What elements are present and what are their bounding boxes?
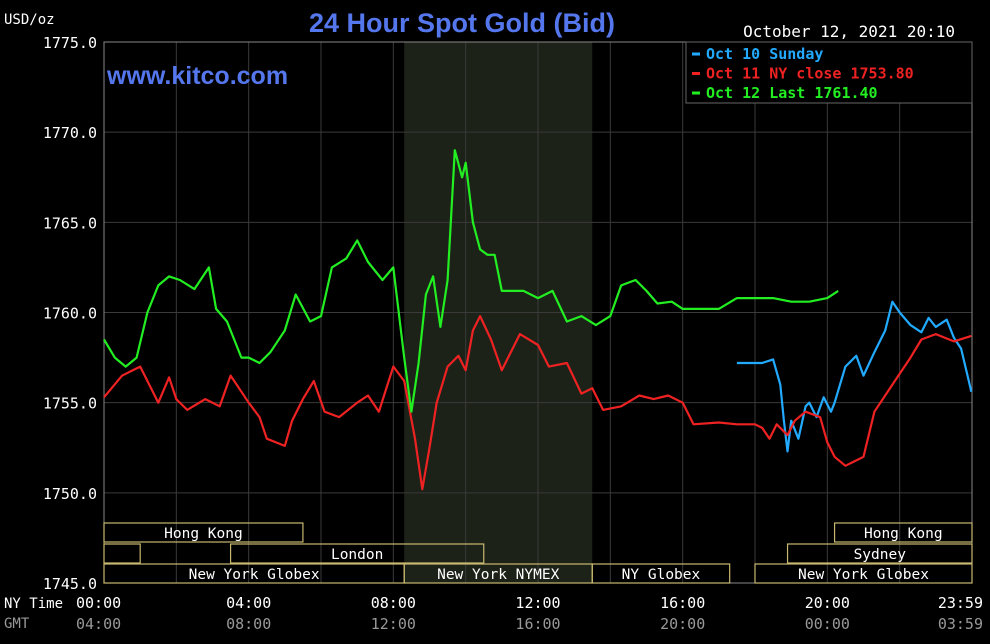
- session-box: [754, 563, 973, 584]
- session-label: New York Globex: [798, 567, 929, 583]
- series-lines: [103, 149, 973, 491]
- y-axis-ticks: 1775.0 1770.0 1765.0 1760.0 1755.0 1750.0 1745…: [43, 34, 97, 593]
- session-box: [103, 522, 304, 543]
- y-tick-label: 1755.0: [43, 395, 97, 413]
- gmt-tick: 20:00: [660, 615, 705, 633]
- session-label: Hong Kong: [164, 526, 243, 542]
- market-sessions: Hong Kong Hong Kong London Sydney New York G…: [103, 522, 973, 584]
- session-label: London: [331, 547, 383, 563]
- units-label: USD/oz: [4, 12, 55, 28]
- gmt-tick: 08:00: [226, 615, 271, 633]
- ny-time-tick: 23:59: [938, 594, 983, 612]
- y-tick-label: 1775.0: [43, 34, 97, 52]
- session-box: [591, 563, 731, 584]
- session-box: [229, 543, 485, 564]
- gmt-label: GMT: [4, 616, 30, 632]
- series-line-3: [103, 149, 839, 413]
- gmt-tick: 03:59: [938, 615, 983, 633]
- gmt-tick: 12:00: [371, 615, 416, 633]
- ny-time-tick: 08:00: [371, 594, 416, 612]
- legend-entry: Oct 11 NY close 1753.80: [706, 65, 914, 83]
- series-line-2: [103, 315, 972, 491]
- y-tick-label: 1750.0: [43, 485, 97, 503]
- legend: Oct 10 Sunday Oct 11 NY close 1753.80Oct …: [685, 41, 973, 104]
- chart-title: 24 Hour Spot Gold (Bid): [309, 8, 615, 38]
- gmt-tick: 04:00: [76, 615, 121, 633]
- timestamp: October 12, 2021 20:10: [743, 22, 955, 41]
- y-tick-label: 1765.0: [43, 214, 97, 232]
- gmt-tick: 00:00: [805, 615, 850, 633]
- ny-time-tick: 16:00: [660, 594, 705, 612]
- session-label: New York Globex: [189, 567, 320, 583]
- y-tick-label: 1760.0: [43, 305, 97, 323]
- ny-time-tick: 00:00: [76, 594, 121, 612]
- ny-time-tick: 04:00: [226, 594, 271, 612]
- legend-entry: Oct 10 Sunday: [706, 45, 823, 63]
- session-label: NY Globex: [622, 567, 701, 583]
- ny-time-tick: 20:00: [805, 594, 850, 612]
- y-tick-label: 1745.0: [43, 575, 97, 593]
- website-label: www.kitco.com: [106, 62, 288, 90]
- series-line-1: [736, 300, 973, 453]
- session-label: Hong Kong: [864, 526, 943, 542]
- session-label: Sydney: [854, 547, 907, 563]
- session-box: [103, 543, 141, 564]
- legend-entry: Oct 12 Last 1761.40: [706, 84, 878, 102]
- x-axis-ticks: 00:00 04:00 04:00 08:00 08:00 12:00 12:00 16:00…: [76, 594, 983, 633]
- legend-box: [685, 41, 973, 104]
- ny-time-label: NY Time: [4, 596, 63, 612]
- ny-time-tick: 12:00: [515, 594, 560, 612]
- session-label: New York NYMEX: [437, 567, 559, 583]
- session-box: [786, 543, 973, 564]
- y-tick-label: 1770.0: [43, 124, 97, 142]
- session-box: [833, 522, 973, 543]
- gmt-tick: 16:00: [515, 615, 560, 633]
